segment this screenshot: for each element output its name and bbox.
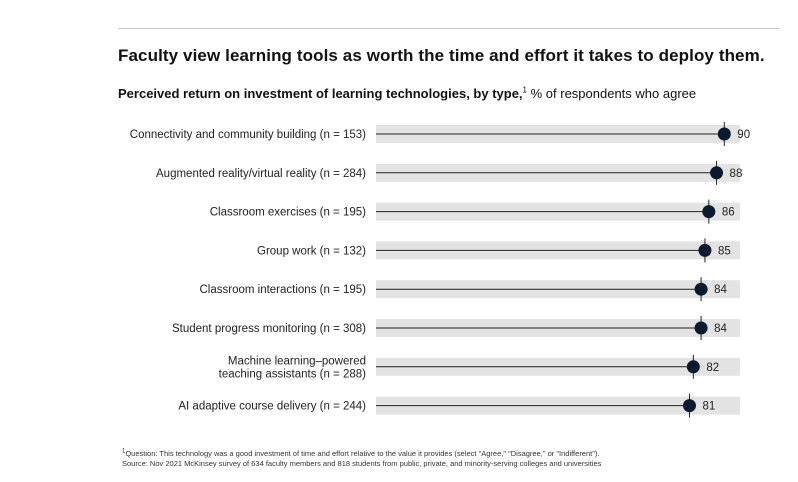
footnote-question: 1Question: This technology was a good in… bbox=[122, 449, 601, 459]
subtitle-bold: Perceived return on investment of learni… bbox=[118, 86, 523, 101]
footnote-source: Source: Nov 2021 McKinsey survey of 634 … bbox=[122, 459, 602, 468]
subtitle-unit: % of respondents who agree bbox=[527, 86, 697, 101]
data-label: 84 bbox=[714, 284, 727, 296]
data-point bbox=[698, 243, 712, 257]
top-rule bbox=[118, 28, 780, 29]
data-point bbox=[710, 166, 724, 180]
subtitle-footnote-marker: 1 bbox=[522, 85, 527, 95]
category-label: Student progress monitoring (n = 308) bbox=[172, 323, 366, 335]
data-label: 85 bbox=[718, 245, 731, 257]
data-label: 82 bbox=[706, 362, 719, 374]
category-label: Classroom exercises (n = 195) bbox=[210, 207, 366, 219]
chart-title: Faculty view learning tools as worth the… bbox=[118, 46, 765, 65]
data-point bbox=[694, 282, 708, 296]
data-point bbox=[702, 205, 716, 219]
footnote-marker: 1 bbox=[122, 448, 126, 455]
data-label: 86 bbox=[722, 207, 735, 219]
data-label: 88 bbox=[730, 168, 743, 180]
category-label: Machine learning–powered teaching assista… bbox=[219, 355, 367, 380]
category-label: AI adaptive course delivery (n = 244) bbox=[178, 401, 366, 413]
category-label: Connectivity and community building (n =… bbox=[130, 129, 366, 141]
data-point bbox=[682, 399, 696, 413]
data-point bbox=[686, 360, 700, 374]
footnotes: 1Question: This technology was a good in… bbox=[122, 449, 601, 469]
footnote-question-text: Question: This technology was a good inv… bbox=[125, 449, 600, 458]
data-label: 84 bbox=[714, 323, 727, 335]
data-point bbox=[717, 127, 731, 141]
data-label: 81 bbox=[702, 401, 715, 413]
category-label: Classroom interactions (n = 195) bbox=[199, 284, 366, 296]
data-point bbox=[694, 321, 708, 335]
data-label: 90 bbox=[737, 129, 750, 141]
category-label: Group work (n = 132) bbox=[257, 245, 366, 257]
chart-subtitle: Perceived return on investment of learni… bbox=[118, 86, 696, 101]
category-label: Augmented reality/virtual reality (n = 2… bbox=[156, 168, 366, 180]
dot-chart: 90 Connectivity and community building (n… bbox=[130, 122, 750, 418]
